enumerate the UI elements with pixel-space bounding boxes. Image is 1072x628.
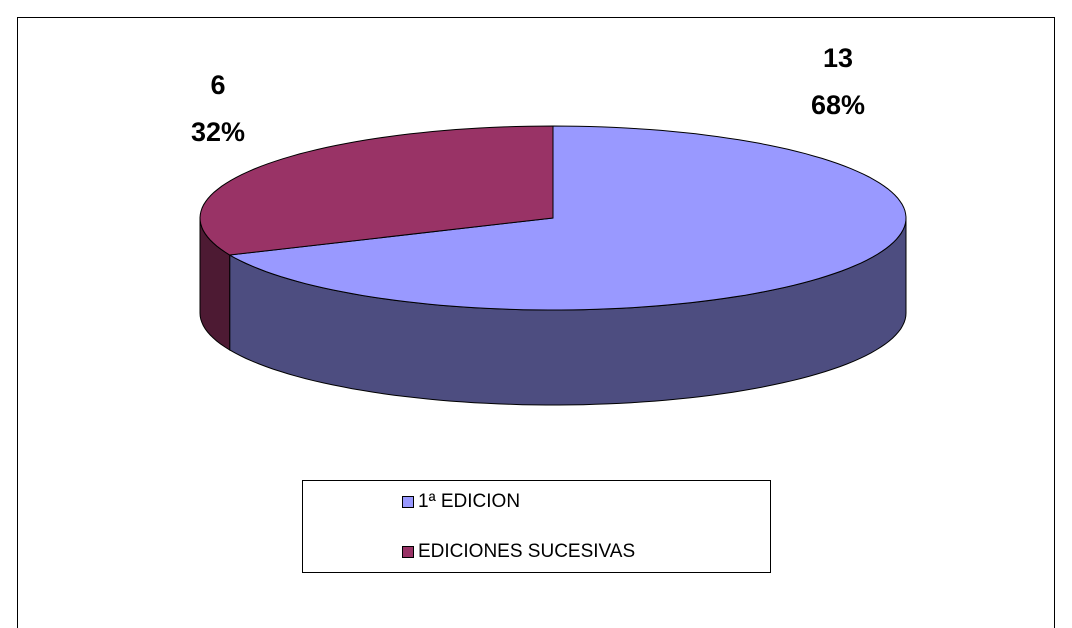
chart-frame xyxy=(17,17,1055,628)
data-label: 6 xyxy=(210,70,225,100)
legend-label: EDICIONES SUCESIVAS xyxy=(418,541,635,562)
pie xyxy=(199,125,907,406)
percent-label: 68% xyxy=(811,90,865,120)
legend-swatch xyxy=(402,546,414,558)
slice-top xyxy=(228,125,907,311)
data-label: 13 xyxy=(823,43,853,73)
legend-box xyxy=(302,480,771,573)
slice-top xyxy=(199,125,554,256)
percent-label: 32% xyxy=(191,117,245,147)
legend-swatch xyxy=(402,496,414,508)
legend-label: 1ª EDICION xyxy=(418,491,520,512)
